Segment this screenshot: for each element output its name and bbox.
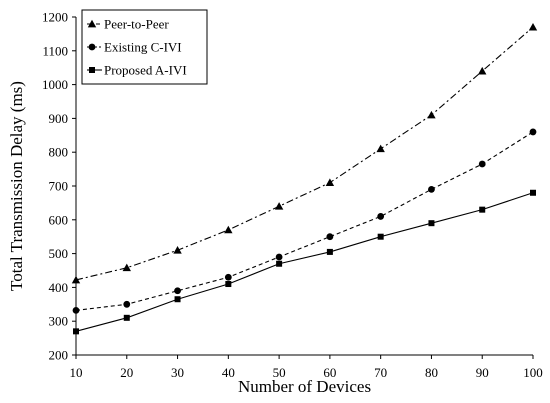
y-tick-label: 600 (49, 212, 69, 227)
y-tick-label: 900 (49, 111, 69, 126)
legend-items: Peer-to-Peer Existing C-IVI Proposed A-IVI (87, 17, 187, 78)
series-layer (71, 22, 538, 335)
x-tick-label: 60 (323, 365, 336, 380)
data-point (325, 178, 335, 186)
data-point (174, 287, 181, 295)
series-line (75, 192, 534, 332)
data-point (376, 144, 385, 153)
legend-label: Existing C-IVI (104, 40, 182, 55)
data-point (174, 296, 181, 303)
legend-label: Proposed A-IVI (104, 63, 187, 78)
data-point (123, 300, 131, 308)
x-tick-label: 70 (374, 365, 387, 380)
data-point (478, 66, 487, 75)
data-point (72, 306, 80, 314)
legend-box (81, 9, 208, 85)
y-tick-label: 700 (49, 179, 69, 194)
legend-label: Peer-to-Peer (104, 17, 169, 32)
series-line (75, 131, 534, 311)
y-tick-label: 300 (49, 314, 69, 329)
y-tick-label: 400 (49, 280, 69, 295)
series-line (75, 26, 534, 281)
x-tick-label: 30 (171, 365, 184, 380)
data-point (428, 185, 435, 193)
legend-item: Existing C-IVI (87, 40, 182, 55)
data-point (122, 263, 131, 272)
data-point (71, 275, 81, 284)
data-point (225, 281, 232, 288)
data-point (326, 248, 333, 255)
data-point (377, 213, 385, 220)
x-tick-label: 10 (70, 365, 83, 380)
y-tick-label: 800 (49, 145, 69, 160)
data-point (276, 260, 283, 267)
y-tick-label: 500 (49, 246, 69, 261)
data-point (479, 206, 486, 213)
y-axis-ticks: 200 300 400 500 600 700 800 900 1000 1100 1200 (42, 10, 76, 363)
data-point (478, 160, 486, 168)
data-point (73, 328, 79, 335)
x-tick-label: 20 (120, 365, 133, 380)
x-tick-label: 100 (523, 365, 543, 380)
series-peer-to-peer (71, 22, 538, 284)
data-point (224, 225, 233, 234)
x-tick-label: 90 (476, 365, 489, 380)
x-tick-label: 40 (222, 365, 235, 380)
y-tick-label: 200 (49, 348, 69, 363)
legend-marker (88, 43, 96, 51)
data-point (123, 314, 130, 321)
x-axis-ticks: 10 20 30 40 50 60 70 80 90 100 (70, 355, 543, 380)
series-existing-c-ivi (72, 128, 537, 314)
data-point (224, 273, 232, 281)
y-tick-label: 1200 (42, 10, 68, 25)
y-tick-label: 1000 (42, 77, 68, 92)
data-point (326, 233, 334, 241)
y-axis-title: Total Transmission Delay (ms) (7, 81, 26, 291)
series-proposed-a-ivi (73, 189, 536, 335)
data-point (274, 202, 284, 210)
legend-marker (87, 19, 97, 28)
y-tick-label: 1100 (42, 43, 68, 58)
data-point (427, 110, 436, 119)
data-point (173, 246, 182, 254)
data-point (530, 189, 536, 196)
legend-item: Proposed A-IVI (87, 63, 187, 78)
legend: Peer-to-Peer Existing C-IVI Proposed A-IVI (81, 9, 208, 85)
data-point (377, 233, 384, 240)
data-point (275, 253, 283, 261)
data-point (428, 220, 435, 227)
x-tick-label: 80 (425, 365, 438, 380)
data-point (529, 128, 537, 136)
x-tick-label: 50 (273, 365, 286, 380)
legend-marker (89, 67, 95, 73)
x-axis-title: Number of Devices (238, 377, 371, 396)
legend-item: Peer-to-Peer (87, 17, 169, 32)
data-point (528, 22, 538, 31)
